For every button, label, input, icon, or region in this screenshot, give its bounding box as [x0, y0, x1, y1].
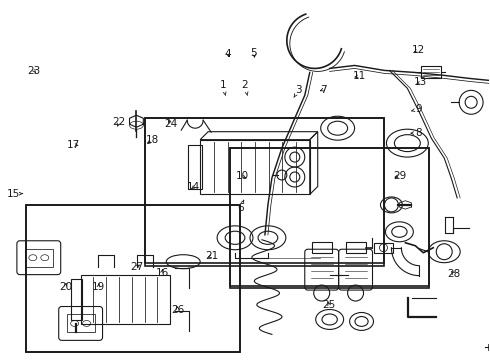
Bar: [373, 243, 393, 253]
Text: 8: 8: [411, 128, 421, 138]
Text: 2: 2: [242, 80, 248, 95]
Bar: [312, 242, 332, 253]
Text: 6: 6: [237, 200, 244, 213]
Bar: [421, 67, 441, 78]
Bar: [230, 148, 429, 288]
Bar: [26, 205, 240, 352]
Bar: [146, 118, 385, 263]
Bar: [81, 275, 171, 324]
Bar: [188, 145, 202, 189]
Text: 15: 15: [6, 189, 23, 199]
Text: 3: 3: [294, 85, 302, 98]
Text: 18: 18: [146, 135, 159, 145]
Text: 17: 17: [67, 140, 80, 150]
Text: 12: 12: [412, 45, 425, 55]
Text: 20: 20: [59, 282, 72, 292]
Text: 14: 14: [187, 182, 200, 192]
Bar: [67, 315, 95, 332]
Bar: [26, 205, 240, 352]
Text: 10: 10: [236, 171, 249, 181]
Text: 1: 1: [220, 80, 226, 95]
Bar: [25, 249, 53, 267]
Bar: [345, 242, 366, 253]
Text: 21: 21: [205, 251, 219, 261]
Text: 28: 28: [447, 269, 461, 279]
Text: 29: 29: [393, 171, 407, 181]
Text: 22: 22: [112, 117, 126, 127]
Text: 27: 27: [130, 262, 143, 272]
Text: 24: 24: [164, 120, 177, 129]
Text: 7: 7: [320, 85, 326, 95]
Text: 4: 4: [224, 49, 231, 59]
Bar: [71, 279, 82, 320]
Text: 25: 25: [322, 300, 336, 310]
Text: 16: 16: [155, 267, 169, 278]
Bar: [230, 148, 429, 285]
Text: 19: 19: [92, 282, 105, 292]
Text: 13: 13: [414, 77, 427, 87]
Bar: [146, 118, 385, 266]
Text: 5: 5: [250, 48, 257, 58]
Text: 9: 9: [412, 104, 421, 114]
Text: 11: 11: [353, 71, 367, 81]
Text: 23: 23: [27, 66, 41, 76]
Bar: [200, 140, 310, 194]
Text: 26: 26: [171, 305, 184, 315]
